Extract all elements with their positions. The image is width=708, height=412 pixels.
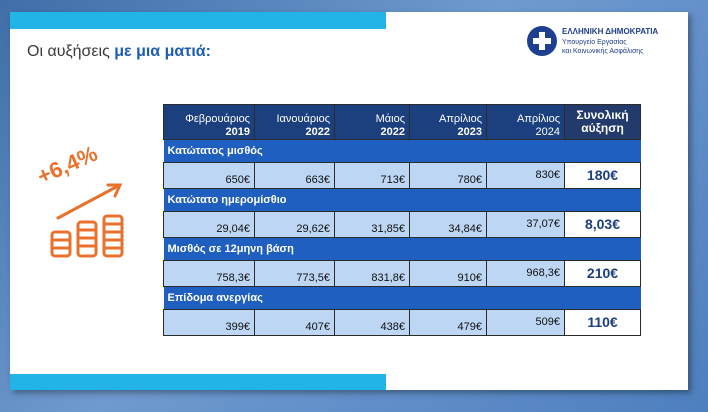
table-row: 29,04€ 29,62€ 31,85€ 34,84€ 37,07€ 8,03€ [163,211,641,238]
category-label: Μισθός σε 12μηνη βάση [163,237,641,261]
category-label: Κατώτατο ημερομίσθιο [163,188,641,212]
table-cell: 29,62€ [254,211,335,238]
table-cell: 407€ [254,309,335,336]
title-prefix: Οι αυξήσεις [27,43,115,60]
wage-increase-table: Φεβρουάριος 2019 Ιανουάριος 2022 Μάιος 2022… [163,104,641,336]
table-cell: 29,04€ [163,211,255,238]
total-cell: 8,03€ [564,211,641,238]
category-row: Κατώτατο ημερομίσθιο [163,188,641,212]
table-cell: 773,5€ [254,260,335,287]
logo-ministry-line2: και Κοινωνικής Ασφάλισης [562,48,644,55]
table-cell: 650€ [163,162,255,189]
table-cell: 758,3€ [163,260,255,287]
table-cell: 910€ [409,260,487,287]
table-cell: 831,8€ [334,260,410,287]
slide: Οι αυξήσεις με μια ματιά: ΕΛΛΗΝΙΚΗ ΔΗΜΟΚ… [10,12,688,390]
total-cell: 110€ [564,309,641,336]
column-header: Μάιος 2022 [334,104,410,140]
table-cell: 968,3€ [486,260,565,287]
table-row: 650€ 663€ 713€ 780€ 830€ 180€ [163,162,641,189]
coins-growth-arrow-icon [50,183,124,258]
title-highlight: με μια ματιά: [114,43,211,60]
logo-name: ΕΛΛΗΝΙΚΗ ΔΗΜΟΚΡΑΤΙΑ [562,27,659,36]
table-cell: 34,84€ [409,211,487,238]
page-title: Οι αυξήσεις με μια ματιά: [27,43,211,61]
logo-ministry-line1: Υπουργείο Εργασίας [562,39,627,46]
table-header-row: Φεβρουάριος 2019 Ιανουάριος 2022 Μάιος 2022… [163,104,641,140]
category-label: Επίδομα ανεργίας [163,286,641,310]
table-cell: 713€ [334,162,410,189]
table-cell: 37,07€ [486,211,565,238]
logo-ministry: Υπουργείο Εργασίας και Κοινωνικής Ασφάλισ… [562,38,644,56]
table-cell: 780€ [409,162,487,189]
table-row: 399€ 407€ 438€ 479€ 509€ 110€ [163,309,641,336]
category-row: Επίδομα ανεργίας [163,286,641,310]
table-cell: 399€ [163,309,255,336]
total-cell: 180€ [564,162,641,189]
top-accent-bar [10,12,386,29]
table-cell: 509€ [486,309,565,336]
column-header: Απρίλιος 2023 [409,104,487,140]
ministry-logo: ΕΛΛΗΝΙΚΗ ΔΗΜΟΚΡΑΤΙΑ Υπουργείο Εργασίας κα… [527,26,683,60]
table-cell: 438€ [334,309,410,336]
category-row: Μισθός σε 12μηνη βάση [163,237,641,261]
category-row: Κατώτατος μισθός [163,139,641,163]
total-cell: 210€ [564,260,641,287]
bottom-accent-bar [10,374,386,390]
column-header: Απρίλιος 2024 [486,104,565,140]
category-label: Κατώτατος μισθός [163,139,641,163]
table-cell: 479€ [409,309,487,336]
table-cell: 830€ [486,162,565,189]
column-header: Φεβρουάριος 2019 [163,104,255,140]
greek-coat-of-arms-icon [527,26,557,56]
table-cell: 663€ [254,162,335,189]
total-column-header: Συνολική αύξηση [564,104,641,140]
column-header: Ιανουάριος 2022 [254,104,335,140]
table-cell: 31,85€ [334,211,410,238]
table-row: 758,3€ 773,5€ 831,8€ 910€ 968,3€ 210€ [163,260,641,287]
